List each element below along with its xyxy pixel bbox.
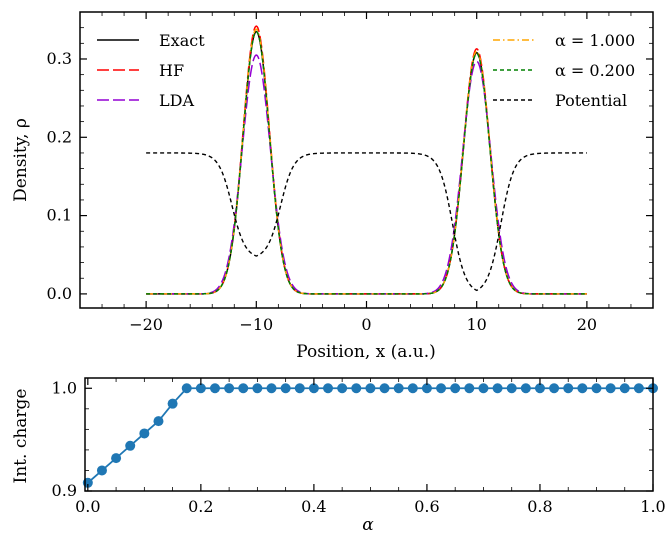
charge-point	[493, 383, 503, 393]
charge-point	[111, 453, 121, 463]
density-curves	[146, 26, 587, 294]
charge-point	[281, 383, 291, 393]
charge-point	[521, 383, 531, 393]
density-y-axis-label: Density, ρ	[11, 118, 31, 202]
charge-point	[634, 383, 644, 393]
legend-label-2: HF	[159, 61, 184, 80]
density-y-tick-label: 0.3	[47, 49, 72, 68]
charge-point	[295, 383, 305, 393]
density-y-tick-label: 0.0	[47, 284, 72, 303]
charge-y-tick-label: 1.0	[52, 378, 77, 397]
charge-point	[478, 383, 488, 393]
density-axes-frame	[80, 12, 653, 308]
charge-point	[224, 383, 234, 393]
density-y-tick-label: 0.2	[47, 127, 72, 146]
density-panel: −20 −10 0 10 20 0.0 0.1 0.2 0.3 Position, x (a.u…	[11, 12, 653, 362]
charge-point	[267, 383, 277, 393]
charge-x-tick-label: 0.8	[527, 497, 552, 516]
charge-point	[549, 383, 559, 393]
density-x-tick-label: 0	[361, 315, 371, 334]
charge-point	[577, 383, 587, 393]
legend-label-1: Exact	[159, 31, 205, 50]
charge-point	[252, 383, 262, 393]
density-x-axis-label: Position, x (a.u.)	[296, 342, 436, 362]
charge-x-axis-label: α	[362, 515, 374, 535]
density-x-tick-label: −10	[239, 315, 273, 334]
charge-point	[125, 441, 135, 451]
charge-point	[507, 383, 517, 393]
charge-point	[337, 383, 347, 393]
charge-point	[464, 383, 474, 393]
charge-y-tick-label: 0.9	[52, 481, 77, 500]
charge-axes-frame	[85, 378, 653, 491]
legend-label-4: α = 1.000	[555, 31, 635, 50]
charge-point	[606, 383, 616, 393]
charge-x-tick-label: 0.2	[188, 497, 213, 516]
charge-x-tick-label: 0.4	[301, 497, 326, 516]
charge-point	[620, 383, 630, 393]
charge-point	[139, 428, 149, 438]
charge-ticks: 0.0 0.2 0.4 0.6 0.8 1.0 0.9 1.0	[52, 378, 666, 516]
charge-point	[238, 383, 248, 393]
series-line-5	[146, 32, 587, 294]
charge-point	[323, 383, 333, 393]
charge-x-tick-label: 0.0	[75, 497, 100, 516]
series-line-1	[146, 32, 587, 294]
charge-panel: 0.0 0.2 0.4 0.6 0.8 1.0 0.9 1.0 α Int. charge	[11, 378, 666, 535]
charge-point	[97, 465, 107, 475]
charge-point	[450, 383, 460, 393]
charge-series	[83, 383, 658, 488]
charge-point	[168, 399, 178, 409]
density-y-tick-label: 0.1	[47, 206, 72, 225]
charge-point	[394, 383, 404, 393]
charge-point	[210, 383, 220, 393]
charge-point	[591, 383, 601, 393]
charge-x-tick-label: 1.0	[640, 497, 665, 516]
charge-point	[153, 416, 163, 426]
density-legend: Exact HF LDA α = 1.000 α = 0.200 Potential	[97, 31, 635, 110]
charge-point	[408, 383, 418, 393]
charge-point	[563, 383, 573, 393]
density-x-tick-label: 10	[467, 315, 487, 334]
legend-label-5: α = 0.200	[555, 61, 635, 80]
density-x-tick-label: −20	[129, 315, 163, 334]
charge-x-tick-label: 0.6	[414, 497, 439, 516]
legend-label-6: Potential	[555, 91, 627, 110]
density-x-tick-label: 20	[577, 315, 597, 334]
charge-point	[365, 383, 375, 393]
charge-point	[436, 383, 446, 393]
charge-point	[380, 383, 390, 393]
series-line-4	[146, 29, 587, 294]
charge-point	[351, 383, 361, 393]
legend-label-3: LDA	[159, 91, 194, 110]
charge-point	[182, 383, 192, 393]
charge-y-axis-label: Int. charge	[11, 389, 31, 484]
series-line-3	[146, 55, 587, 294]
series-line-6	[146, 153, 587, 290]
